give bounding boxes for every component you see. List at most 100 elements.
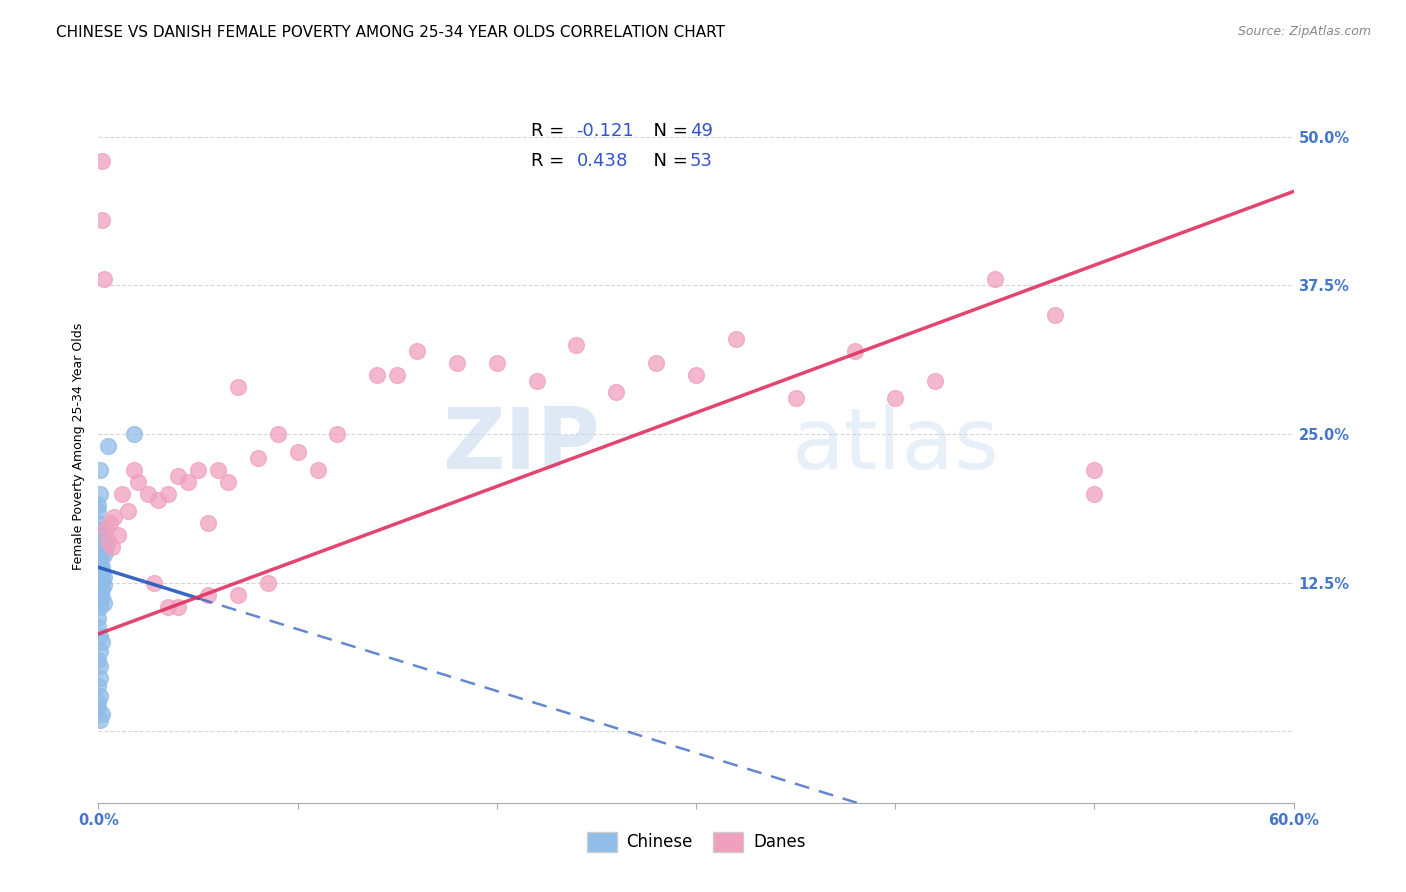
Point	[91, 590, 114, 604]
Point	[96, 540, 118, 554]
Text: Source: ZipAtlas.com: Source: ZipAtlas.com	[1237, 25, 1371, 38]
Point	[89, 643, 111, 657]
Point	[87, 556, 110, 570]
Point	[93, 578, 115, 592]
Point	[93, 570, 115, 584]
Point	[366, 368, 388, 382]
Point	[127, 475, 149, 489]
Point	[87, 588, 110, 602]
Point	[93, 549, 115, 563]
Point	[924, 374, 946, 388]
Point	[406, 343, 429, 358]
Point	[645, 356, 668, 370]
Point	[246, 450, 269, 465]
Point	[385, 368, 409, 382]
Point	[89, 552, 111, 566]
Point	[91, 706, 114, 721]
Point	[87, 679, 110, 693]
Point	[89, 584, 111, 599]
Point	[87, 695, 110, 709]
Point	[91, 540, 114, 554]
Point	[157, 486, 180, 500]
Point	[91, 546, 114, 560]
Point	[136, 486, 159, 500]
Point	[844, 343, 866, 358]
Text: R =: R =	[531, 121, 569, 139]
Point	[117, 504, 139, 518]
Point	[107, 528, 129, 542]
Point	[287, 445, 309, 459]
Point	[87, 504, 110, 518]
Point	[89, 599, 111, 614]
Point	[217, 475, 239, 489]
Text: atlas: atlas	[792, 404, 1000, 488]
Point	[111, 486, 134, 500]
Point	[446, 356, 468, 370]
Point	[226, 379, 249, 393]
Point	[226, 588, 249, 602]
Text: 53: 53	[690, 152, 713, 169]
Text: 0.438: 0.438	[576, 152, 628, 169]
Point	[177, 475, 200, 489]
Point	[87, 516, 110, 531]
Point	[89, 463, 111, 477]
Point	[307, 463, 329, 477]
Point	[89, 671, 111, 685]
Text: N =: N =	[643, 152, 693, 169]
Point	[91, 522, 114, 536]
Text: ZIP: ZIP	[443, 404, 600, 488]
Point	[89, 713, 111, 727]
Text: N =: N =	[643, 121, 693, 139]
Point	[97, 439, 120, 453]
Text: R =: R =	[531, 152, 569, 169]
Point	[91, 566, 114, 581]
Point	[267, 427, 290, 442]
Point	[565, 338, 588, 352]
Point	[326, 427, 349, 442]
Point	[89, 558, 111, 572]
Point	[91, 582, 114, 596]
Text: CHINESE VS DANISH FEMALE POVERTY AMONG 25-34 YEAR OLDS CORRELATION CHART: CHINESE VS DANISH FEMALE POVERTY AMONG 2…	[56, 25, 725, 40]
Point	[89, 659, 111, 673]
Point	[87, 552, 110, 566]
Text: -0.121: -0.121	[576, 121, 634, 139]
Point	[93, 272, 115, 286]
Point	[93, 534, 115, 549]
Point	[91, 635, 114, 649]
Point	[89, 593, 111, 607]
Point	[89, 689, 111, 703]
Point	[89, 629, 111, 643]
Point	[685, 368, 707, 382]
Point	[1043, 308, 1066, 322]
Point	[1083, 463, 1105, 477]
Point	[207, 463, 229, 477]
Point	[485, 356, 508, 370]
Point	[89, 543, 111, 558]
Point	[884, 392, 907, 406]
Point	[197, 516, 219, 531]
Point	[256, 575, 278, 590]
Point	[87, 611, 110, 625]
Point	[91, 153, 114, 168]
Point	[91, 574, 114, 588]
Point	[101, 540, 124, 554]
Point	[124, 427, 146, 442]
Y-axis label: Female Poverty Among 25-34 Year Olds: Female Poverty Among 25-34 Year Olds	[72, 322, 86, 570]
Point	[143, 575, 166, 590]
Point	[785, 392, 807, 406]
Point	[89, 564, 111, 578]
Point	[87, 499, 110, 513]
Point	[89, 528, 111, 542]
Point	[91, 560, 114, 574]
Point	[93, 596, 115, 610]
Legend: Chinese, Danes: Chinese, Danes	[579, 825, 813, 859]
Text: 49: 49	[690, 121, 713, 139]
Point	[187, 463, 209, 477]
Point	[89, 575, 111, 590]
Point	[89, 486, 111, 500]
Point	[724, 332, 747, 346]
Point	[526, 374, 548, 388]
Point	[124, 463, 146, 477]
Point	[89, 563, 111, 577]
Point	[157, 599, 180, 614]
